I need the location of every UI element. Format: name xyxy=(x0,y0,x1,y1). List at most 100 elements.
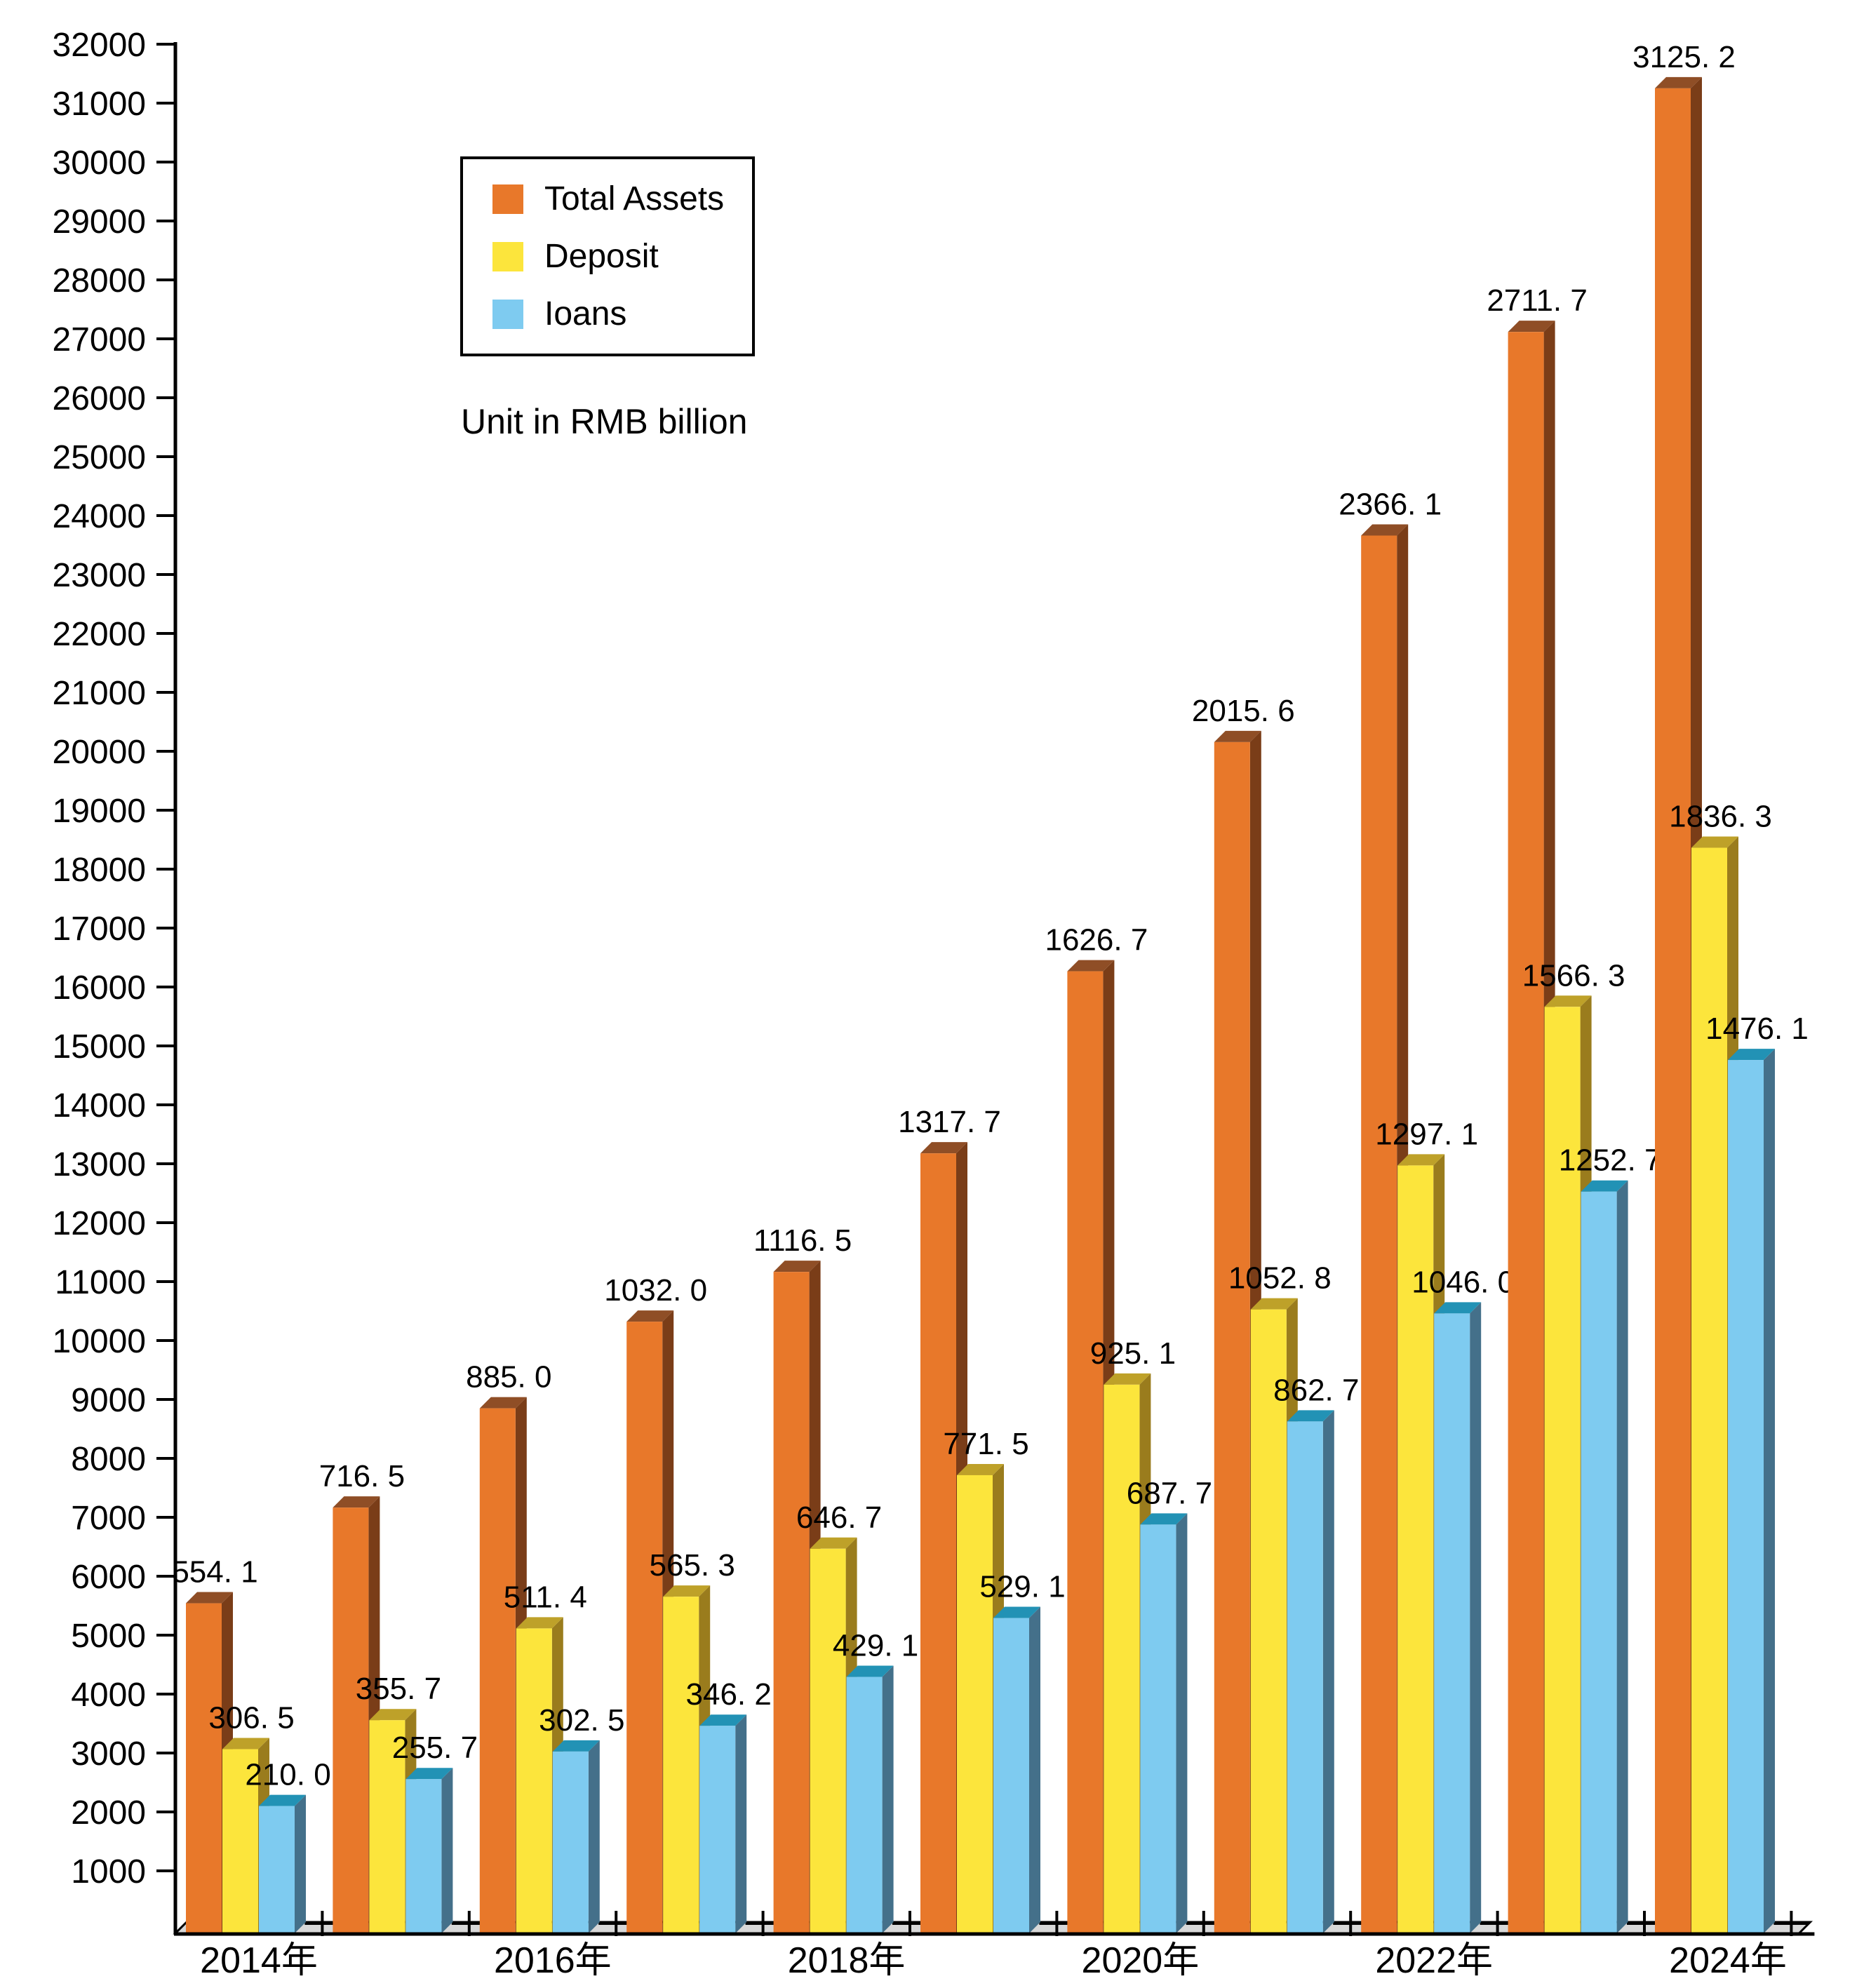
bar-ioans-2016: 302. 5 xyxy=(539,1703,624,1933)
bar-value-label: 3125. 2 xyxy=(1632,40,1736,74)
bar-front-face xyxy=(259,1806,295,1933)
legend: Total Assets Deposit Ioans xyxy=(460,156,755,356)
bar-front-face xyxy=(1140,1524,1176,1933)
bar-total-assets-2015: 716. 5 xyxy=(319,1459,405,1933)
bar-ioans-2023: 1252. 7 xyxy=(1559,1143,1662,1933)
total-assets-swatch-icon xyxy=(492,184,523,214)
bar-ioans-2018: 429. 1 xyxy=(833,1629,918,1933)
bar-top-face xyxy=(1434,1302,1482,1314)
y-tick-label: 26000 xyxy=(53,380,146,417)
loans-swatch-icon xyxy=(492,299,523,329)
bar-group-2019: 1317. 7 771. 5 529. 1 xyxy=(898,1105,1066,1933)
bar-side-face xyxy=(1029,1606,1040,1933)
bar-value-label: 355. 7 xyxy=(356,1672,441,1706)
bar-ioans-2020: 687. 7 xyxy=(1127,1476,1212,1933)
y-tick-label: 17000 xyxy=(53,911,146,948)
y-tick-label: 12000 xyxy=(53,1205,146,1242)
bar-value-label: 2015. 6 xyxy=(1192,694,1295,728)
y-tick-label: 8000 xyxy=(71,1441,146,1478)
y-tick-label: 9000 xyxy=(71,1382,146,1419)
y-tick-label: 5000 xyxy=(71,1618,146,1655)
y-tick-label: 7000 xyxy=(71,1500,146,1537)
bar-group-2016: 885. 0 511. 4 302. 5 xyxy=(466,1360,624,1933)
bar-side-face xyxy=(1764,1049,1775,1933)
x-axis-label-2020: 2020年 xyxy=(1082,1940,1200,1981)
legend-item-total-assets: Total Assets xyxy=(492,182,752,215)
y-tick-label: 20000 xyxy=(53,734,146,771)
bar-front-face xyxy=(957,1475,993,1933)
bar-value-label: 302. 5 xyxy=(539,1703,624,1738)
y-axis: 1000 2000 3000 4000 5000 6000 7000 8000 9000 1000… xyxy=(53,27,177,1934)
bar-ioans-2015: 255. 7 xyxy=(392,1731,478,1933)
bar-front-face xyxy=(222,1749,258,1933)
bar-front-face xyxy=(333,1507,369,1933)
bar-front-face xyxy=(663,1597,699,1933)
y-tick-label: 6000 xyxy=(71,1559,146,1596)
bar-group-2018: 1116. 5 646. 7 429. 1 xyxy=(753,1223,918,1933)
bar-front-face xyxy=(1691,847,1727,1933)
bar-top-face xyxy=(1287,1410,1334,1422)
bar-top-face xyxy=(552,1740,600,1752)
bar-front-face xyxy=(1287,1421,1323,1933)
y-tick-label: 30000 xyxy=(53,145,146,182)
bar-value-label: 1836. 3 xyxy=(1669,800,1772,834)
bar-value-label: 306. 5 xyxy=(208,1701,294,1735)
y-tick-label: 32000 xyxy=(53,27,146,64)
bar-value-label: 210. 0 xyxy=(245,1758,330,1792)
x-axis-label-2016: 2016年 xyxy=(494,1940,612,1981)
x-axis-label-2024: 2024年 xyxy=(1669,1940,1787,1981)
bar-top-face xyxy=(626,1310,674,1322)
bar-group-2021: 2015. 6 1052. 8 862. 7 xyxy=(1192,694,1359,1933)
bar-ioans-2017: 346. 2 xyxy=(686,1677,772,1933)
bar-ioans-2021: 862. 7 xyxy=(1273,1373,1359,1933)
y-tick-label: 4000 xyxy=(71,1677,146,1714)
bar-group-2014: 554. 1 306. 5 210. 0 xyxy=(172,1555,331,1933)
bar-front-face xyxy=(626,1322,663,1933)
bar-value-label: 716. 5 xyxy=(319,1459,405,1493)
x-axis-label-2018: 2018年 xyxy=(788,1940,906,1981)
bar-top-face xyxy=(222,1738,269,1749)
bar-group-2024: 3125. 2 1836. 3 1476. 1 xyxy=(1632,40,1809,1933)
bar-top-face xyxy=(1581,1180,1628,1192)
bar-front-face xyxy=(1544,1007,1581,1933)
y-tick-label: 11000 xyxy=(55,1264,146,1301)
bar-front-face xyxy=(1361,535,1397,1933)
bar-side-face xyxy=(1470,1302,1482,1933)
y-tick-label: 3000 xyxy=(71,1735,146,1773)
bar-value-label: 1046. 0 xyxy=(1411,1265,1515,1299)
y-tick-label: 14000 xyxy=(53,1087,146,1124)
y-tick-label: 28000 xyxy=(53,262,146,300)
bar-top-face xyxy=(1728,1049,1775,1061)
y-tick-label: 19000 xyxy=(53,793,146,830)
bar-front-face xyxy=(1104,1384,1140,1933)
bar-front-face xyxy=(1655,88,1691,1933)
bar-value-label: 1252. 7 xyxy=(1559,1143,1662,1178)
legend-item-deposit: Deposit xyxy=(492,239,752,273)
bar-front-face xyxy=(993,1618,1029,1933)
bar-top-face xyxy=(1250,1298,1298,1310)
bar-value-label: 1116. 5 xyxy=(753,1223,852,1258)
bar-side-face xyxy=(1322,1410,1334,1933)
x-axis-label-2022: 2022年 xyxy=(1375,1940,1493,1981)
bar-value-label: 646. 7 xyxy=(796,1500,882,1535)
bar-top-face xyxy=(957,1463,1004,1475)
bar-top-face xyxy=(1544,995,1592,1007)
y-tick-label: 18000 xyxy=(53,852,146,889)
bar-top-face xyxy=(1691,836,1738,848)
bar-top-face xyxy=(663,1585,711,1597)
bar-value-label: 1032. 0 xyxy=(604,1273,707,1308)
bar-side-face xyxy=(735,1714,747,1933)
bar-top-face xyxy=(773,1261,821,1272)
bar-front-face xyxy=(369,1720,405,1933)
bar-front-face xyxy=(846,1677,883,1933)
bar-top-face xyxy=(1140,1513,1188,1525)
bar-ioans-2019: 529. 1 xyxy=(979,1570,1066,1933)
bar-value-label: 565. 3 xyxy=(650,1548,735,1583)
bar-front-face xyxy=(1250,1309,1287,1933)
x-axis-label-2014: 2014年 xyxy=(200,1940,318,1981)
bar-front-face xyxy=(1581,1191,1617,1933)
bar-value-label: 255. 7 xyxy=(392,1731,478,1765)
bar-value-label: 1476. 1 xyxy=(1705,1012,1809,1046)
y-tick-label: 23000 xyxy=(53,557,146,594)
